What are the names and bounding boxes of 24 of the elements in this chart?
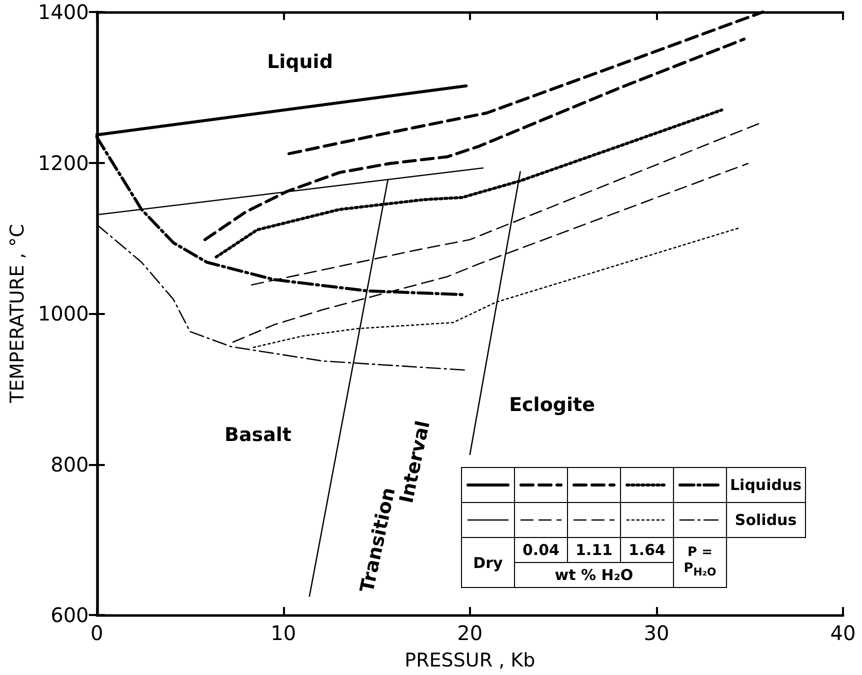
annotation: 1.11 — [568, 538, 620, 562]
x-tick-label: 0 — [90, 621, 104, 645]
annotation: wt % H₂O — [514, 562, 674, 588]
x-axis-title: PRESSUR , Kb — [404, 650, 536, 672]
annotation: 1.64 — [620, 538, 674, 562]
y-tick-label: 800 — [50, 452, 89, 476]
x-tick-label: 10 — [270, 621, 296, 645]
y-tick-label: 600 — [50, 603, 89, 627]
annotation: Liquidus — [726, 468, 806, 502]
x-tick-label: 30 — [644, 621, 670, 645]
y-tick-label: 1400 — [38, 0, 89, 24]
annotation: Liquid — [267, 51, 333, 73]
annotation: Interval — [396, 418, 434, 506]
annotation: Basalt — [224, 424, 292, 446]
x-tick-label: 40 — [830, 621, 856, 645]
annotation: 0.04 — [514, 538, 568, 562]
y-tick-label: 1000 — [38, 302, 89, 326]
annotation: Eclogite — [509, 394, 595, 416]
x-tick-label: 20 — [457, 621, 483, 645]
annotation: P = P$_{H₂O}$ — [674, 538, 726, 588]
y-tick-label: 1200 — [38, 150, 89, 175]
annotation: Dry — [462, 538, 514, 588]
annotation: Solidus — [726, 502, 806, 538]
y-axis-title: TEMPERATURE , °C — [6, 224, 28, 404]
